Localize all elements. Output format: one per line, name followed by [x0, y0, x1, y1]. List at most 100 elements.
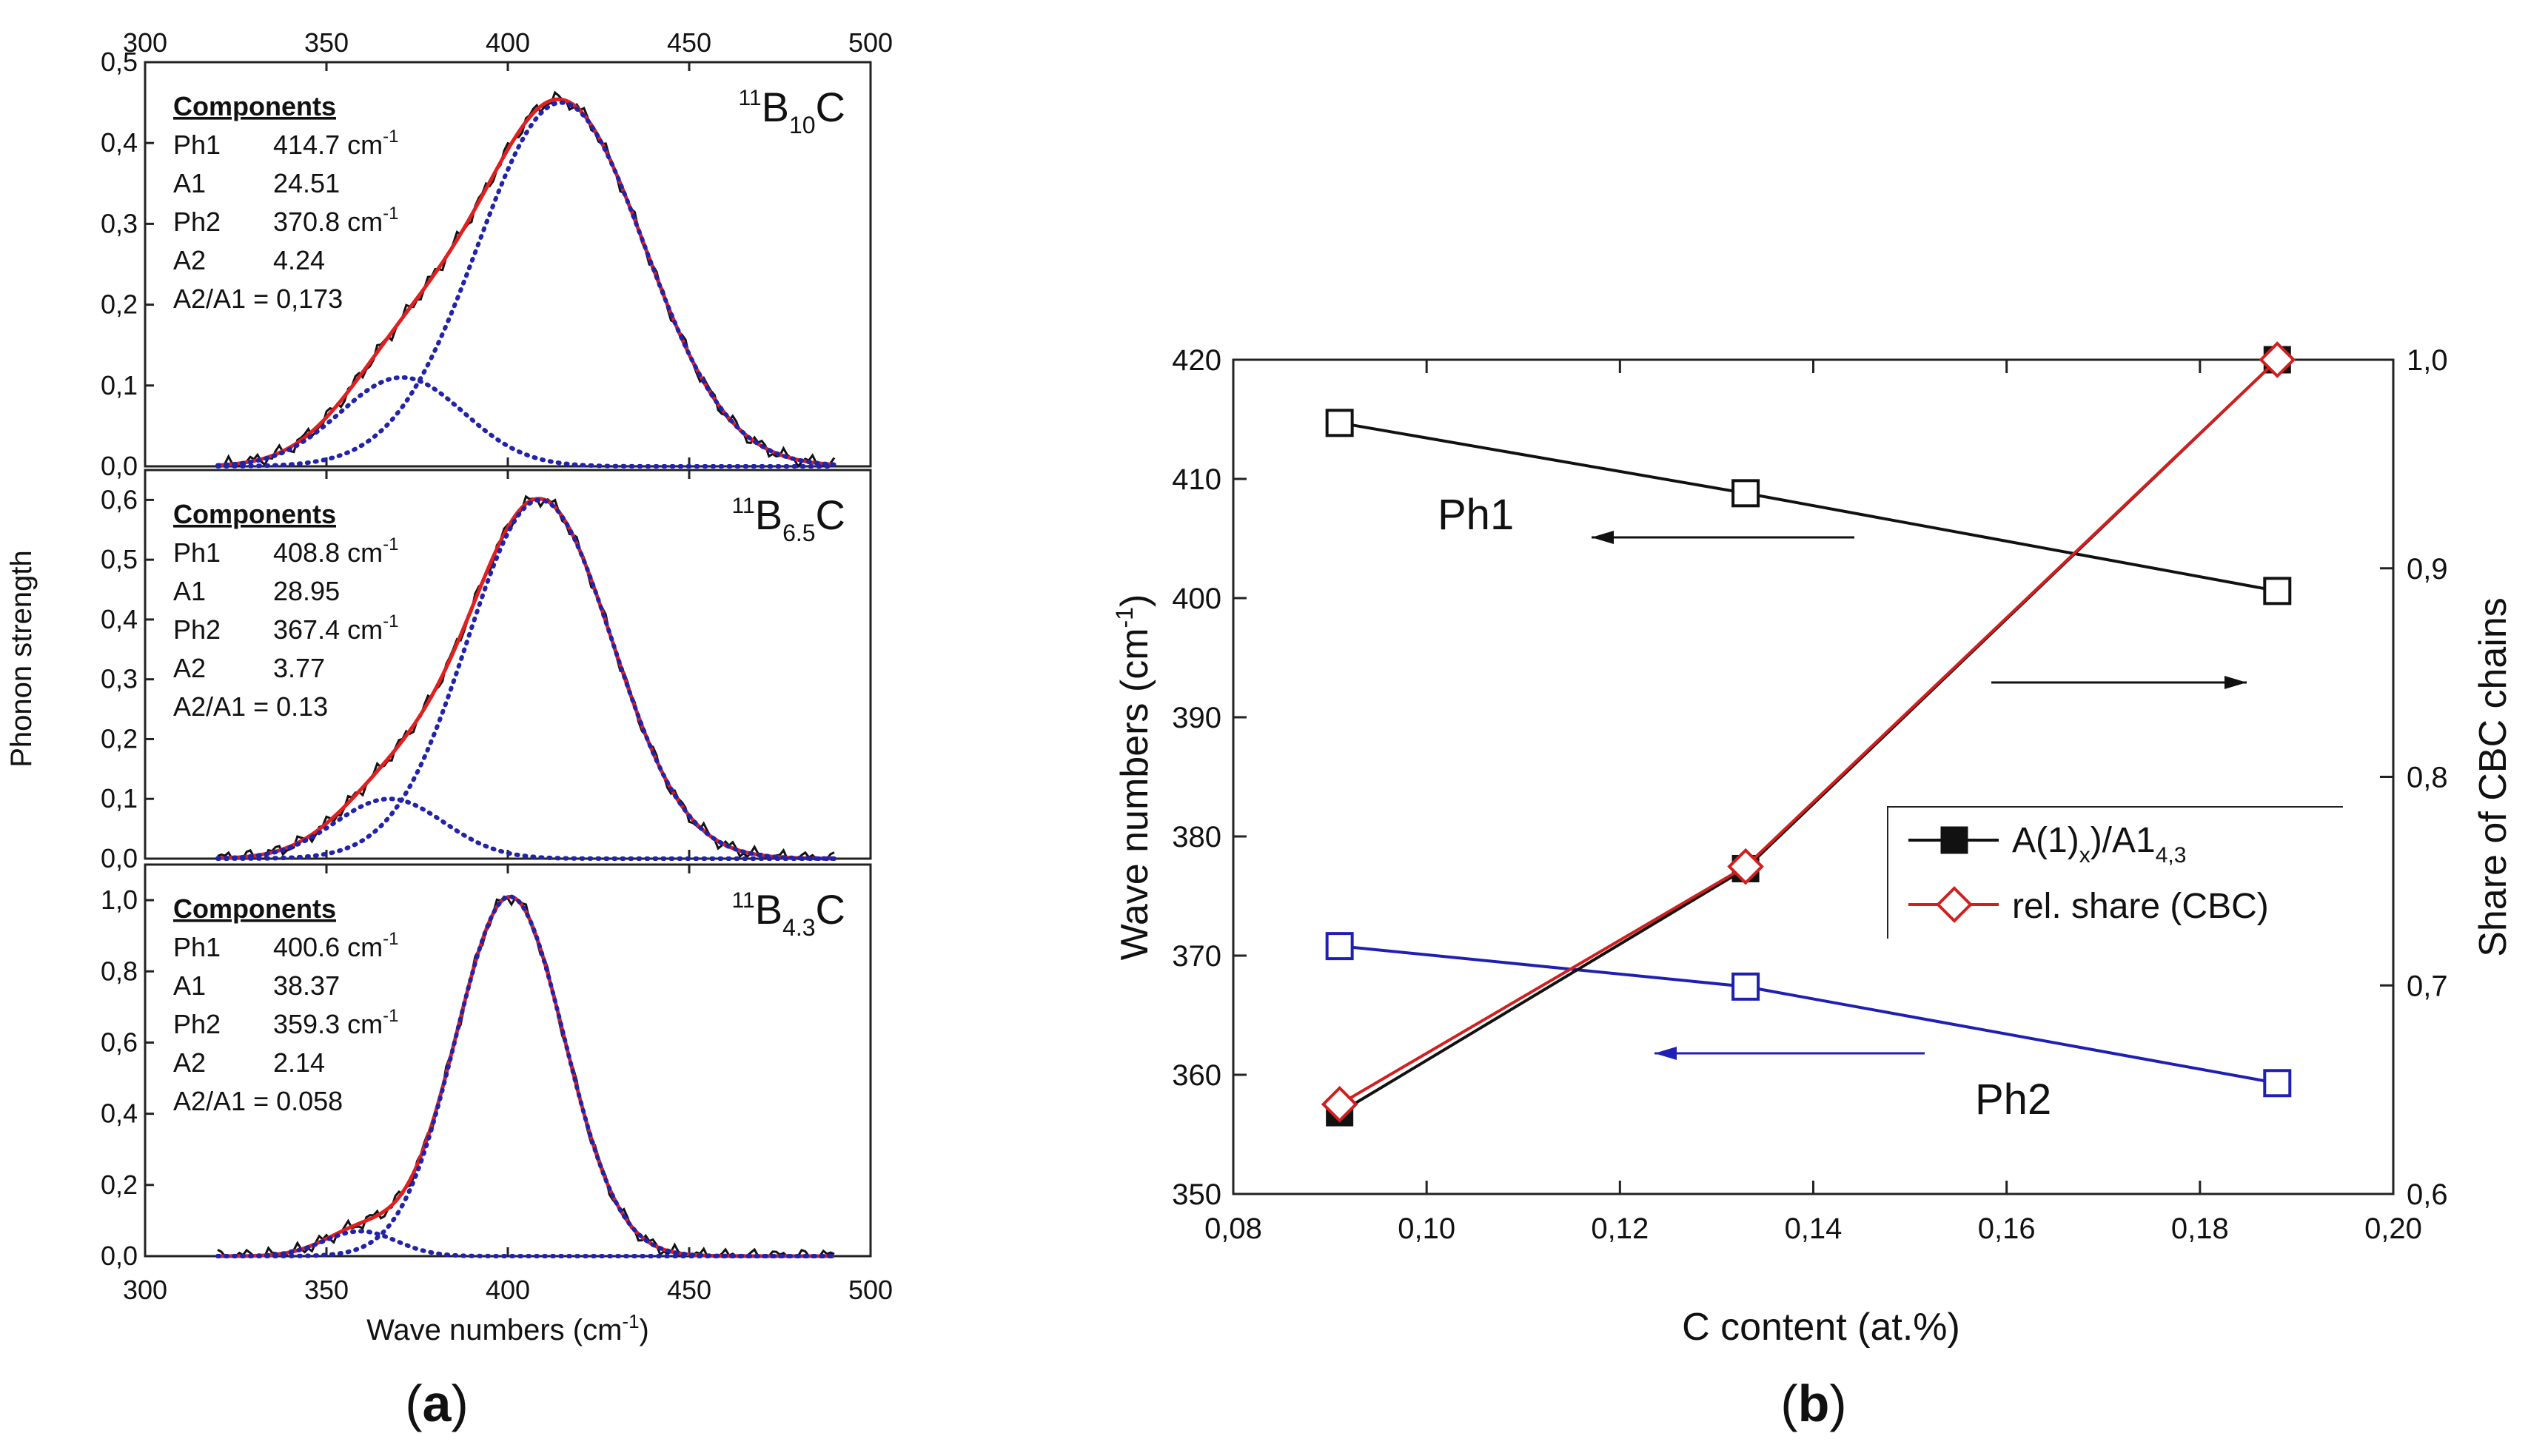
component-label: A1 [173, 168, 206, 198]
data-point [1325, 932, 1354, 961]
component-label: A2 [173, 653, 206, 683]
component-value: 400.6 cm-1 [273, 929, 398, 962]
series-line [1338, 358, 2279, 1114]
x-tick-label-top: 500 [848, 27, 893, 58]
component-value: 38.37 [273, 970, 340, 1001]
legend-sub: 4,3 [2156, 843, 2187, 868]
sample-end: C [816, 492, 845, 538]
x-tick-label: 0,20 [2364, 1212, 2422, 1245]
component-value: 4.24 [273, 245, 325, 275]
component-value: 24.51 [273, 168, 340, 198]
y2-tick-label: 1,0 [2407, 344, 2448, 377]
component-value: 408.8 cm-1 [273, 534, 398, 568]
x-tick-label-bottom: 300 [123, 1275, 167, 1305]
caption-paren: ) [1829, 1375, 1846, 1432]
legend-entry-cbc: rel. share (CBC) [2012, 887, 2269, 926]
x-tick-label-top: 450 [667, 27, 711, 58]
y-axis-label: Phonon strength [5, 550, 38, 768]
x-tick-label: 0,14 [1785, 1212, 1843, 1245]
component-label: Ph2 [173, 207, 221, 237]
y-tick-label: 0,3 [101, 208, 138, 238]
ratio-text: A2/A1 = 0.058 [173, 1086, 343, 1116]
x-tick-label: 0,10 [1398, 1212, 1455, 1245]
y-tick-label: 400 [1172, 583, 1221, 615]
component-value-sup: -1 [383, 929, 398, 949]
x-tick-label-bottom: 500 [848, 1275, 893, 1305]
legend-frame [1887, 806, 2343, 939]
ratio-text: A2/A1 = 0,173 [173, 284, 343, 314]
legend-entry-ratio: A(1)x)/A14,3 [2012, 821, 2186, 868]
arrow-share-right [1991, 676, 2247, 689]
component-value: 28.95 [273, 576, 340, 606]
component-value: 359.3 cm-1 [273, 1006, 398, 1039]
components-title: Components [173, 91, 336, 121]
x-tick-label: 0,16 [1978, 1212, 2036, 1245]
sample-sub: 4.3 [782, 914, 815, 941]
y-tick-label: 350 [1172, 1178, 1221, 1211]
sample-isotope: 11 [732, 888, 755, 913]
component-label: A1 [173, 576, 206, 606]
plot-frame [1232, 358, 2395, 1195]
y-tick-label: 0,4 [101, 127, 138, 158]
sample-label: 11B10C [738, 84, 845, 138]
component-value: 2.14 [273, 1047, 325, 1078]
x-tick-label-bottom: 450 [667, 1275, 711, 1305]
series-a-1-x-a1-4-3 [1326, 346, 2291, 1127]
data-point [2263, 577, 2292, 605]
sample-label: 11B6.5C [732, 492, 845, 546]
sample-sub: 10 [789, 112, 816, 138]
y-tick-label: 0,8 [101, 956, 138, 986]
legend-mid: )/A1 [2091, 821, 2156, 860]
sample-label: 11B4.3C [732, 886, 845, 941]
arrow-head [1654, 1047, 1677, 1060]
sample-sub: 6.5 [782, 520, 815, 546]
x-axis-label: C content (at.%) [1682, 1306, 1960, 1349]
components-title: Components [173, 893, 336, 924]
x-tick-label-top: 300 [123, 27, 167, 58]
y-tick-label: 0,4 [101, 604, 138, 634]
caption-a: (a) [405, 1375, 469, 1432]
component-label: A1 [173, 970, 206, 1001]
component-value-sup: -1 [383, 1006, 398, 1026]
component-value-sup: -1 [383, 204, 398, 224]
arrow-ph1-left [1592, 531, 1854, 544]
y-tick-label: 0,4 [101, 1098, 138, 1129]
y-tick-label: 370 [1172, 940, 1221, 973]
caption-paren: ) [451, 1375, 468, 1432]
y-tick-label: 0,6 [101, 484, 138, 514]
x-tick-label: 0,18 [2171, 1212, 2229, 1245]
fit-curve [217, 497, 835, 861]
sample-end: C [816, 886, 845, 933]
component-label: Ph1 [173, 932, 221, 962]
subplot-b43c: 0,0 0,2 0,4 0,6 0,8 1,0 Components Ph1 400.6 cm-… [101, 863, 893, 1305]
component-value-sup: -1 [383, 534, 398, 554]
component-ph1 [215, 497, 836, 861]
component-value-sup: -1 [383, 611, 398, 631]
x-tick-label-top: 400 [486, 27, 530, 58]
y-tick-label: 0,1 [101, 370, 138, 400]
component-value: 367.4 cm-1 [273, 611, 398, 645]
component-value: 3.77 [273, 653, 325, 683]
components-title: Components [173, 499, 336, 529]
x-tick-label: 0,12 [1591, 1212, 1649, 1245]
legend-marker [1936, 886, 1973, 923]
data-point [1325, 409, 1354, 437]
series-rel-share-cbc- [1321, 341, 2296, 1123]
sample-base: B [755, 886, 782, 933]
component-value: 414.7 cm-1 [273, 127, 398, 160]
caption-paren: ( [405, 1375, 422, 1432]
y-tick-label: 0,6 [101, 1027, 138, 1057]
component-ph2 [215, 375, 836, 469]
y2-tick-label: 0,7 [2407, 970, 2448, 1002]
sample-base: B [755, 492, 782, 538]
legend-marker [1940, 826, 1968, 854]
sample-isotope: 11 [738, 86, 761, 110]
caption-letter: b [1798, 1375, 1830, 1432]
data-point [1731, 479, 1760, 508]
x-tick-label: 0,08 [1204, 1212, 1262, 1245]
sample-base: B [762, 84, 789, 130]
data-point [2263, 1069, 2292, 1098]
y-tick-label: 0,2 [101, 723, 138, 754]
